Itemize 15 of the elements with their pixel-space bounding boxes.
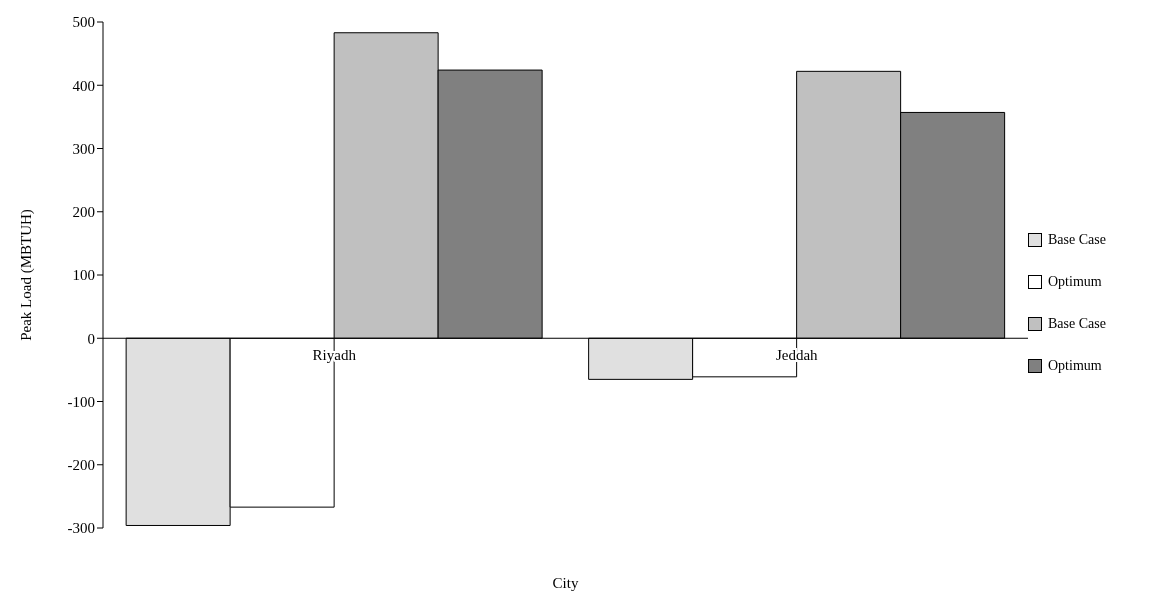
y-tick-label: 200 [72, 204, 95, 221]
y-tick-label: 300 [72, 140, 95, 157]
y-tick-label: 100 [72, 267, 95, 284]
y-tick-label: -300 [67, 520, 95, 537]
legend-label: Optimum [1048, 357, 1102, 375]
y-tick-label: 0 [87, 330, 95, 347]
legend-label: Base Case [1048, 231, 1106, 249]
y-tick-label: 500 [72, 14, 95, 31]
y-tick-label: 400 [72, 77, 95, 94]
x-axis-title: City [552, 575, 579, 591]
legend-label: Optimum [1048, 273, 1102, 291]
y-tick-label: -100 [67, 393, 95, 410]
y-tick-label: -200 [67, 457, 95, 474]
legend-label: Base Case [1048, 315, 1106, 333]
y-axis-title: Peak Load (MBTUH) [18, 209, 36, 341]
